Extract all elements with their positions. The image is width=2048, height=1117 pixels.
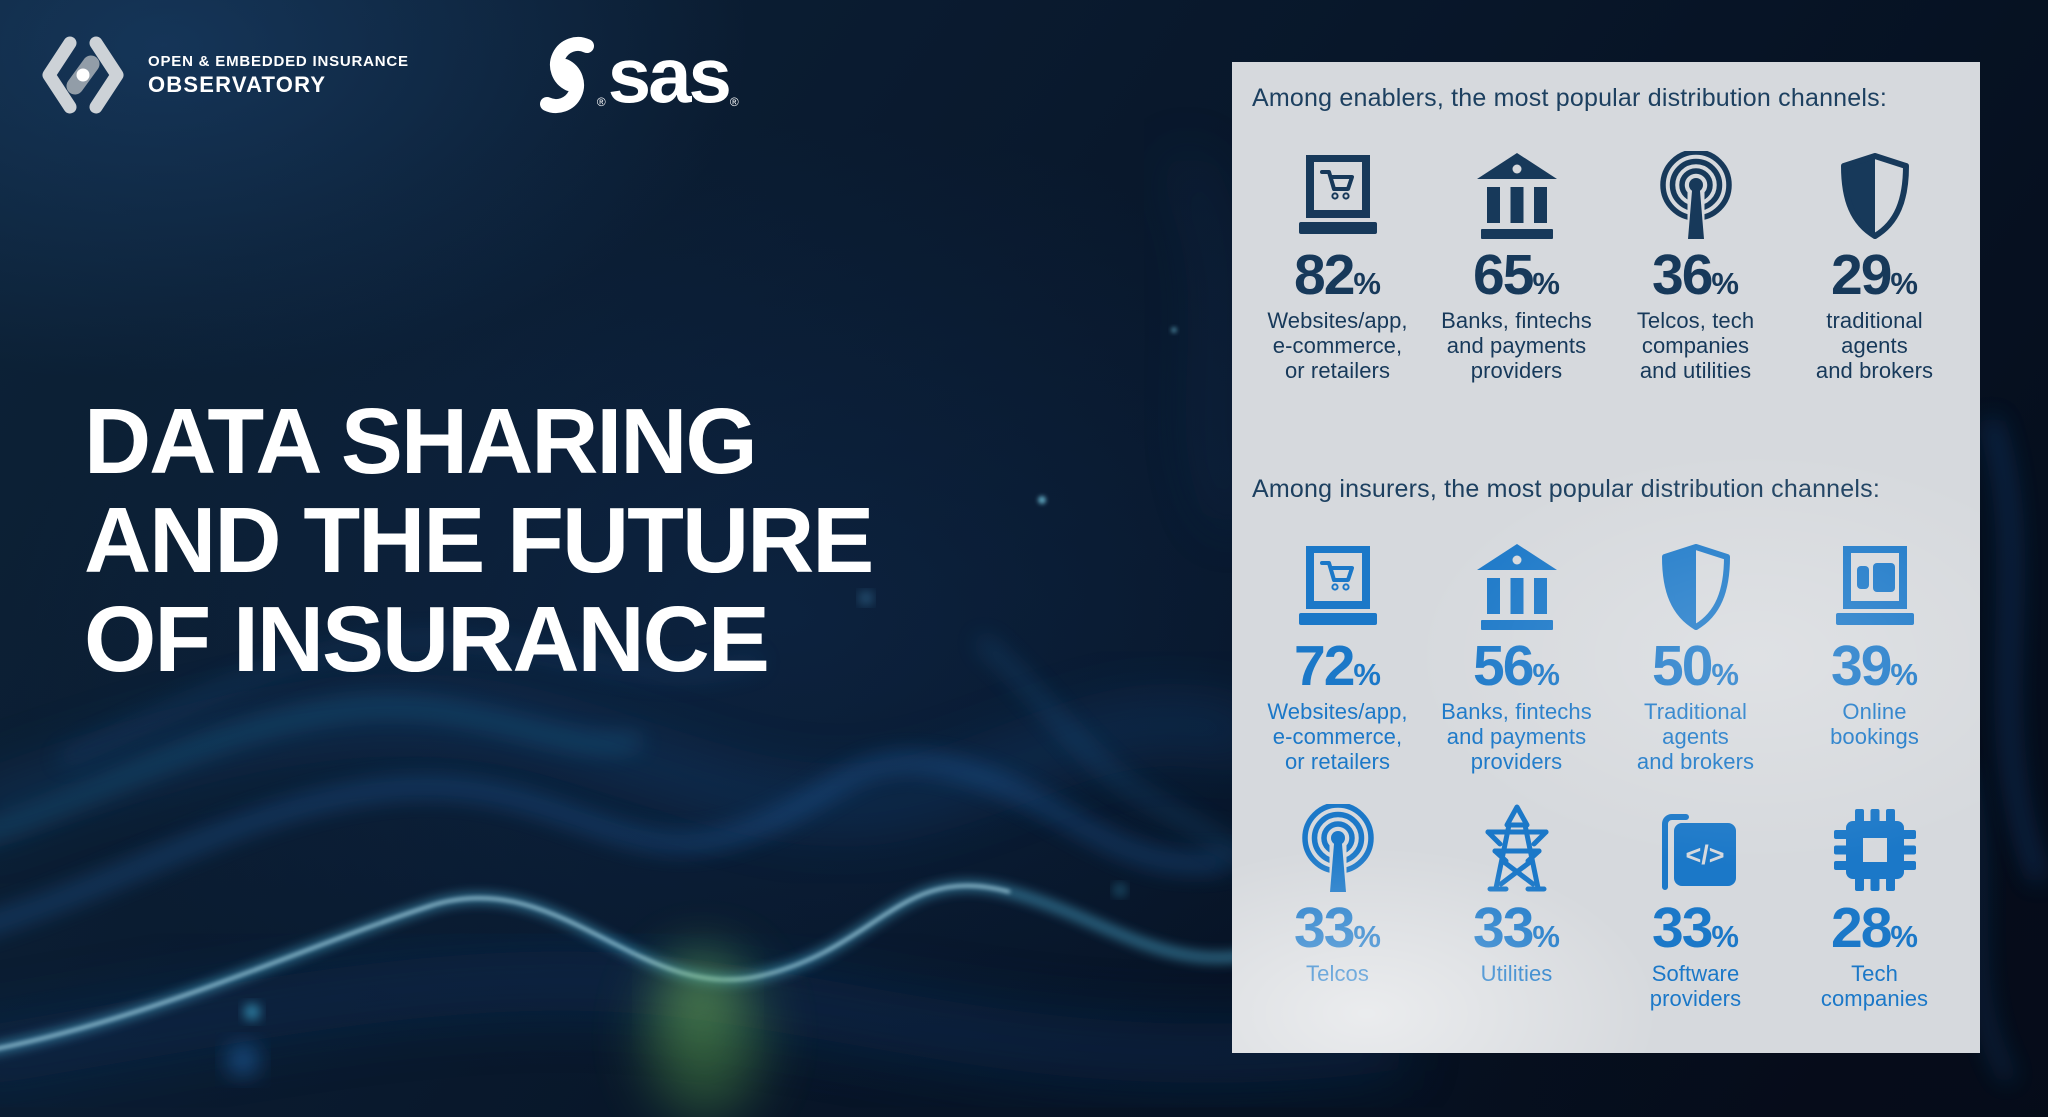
shield-icon: [1659, 544, 1733, 630]
stat-software-providers: 33% Software providers: [1606, 800, 1785, 1011]
percent-sign: %: [1353, 266, 1381, 301]
stat-label: Tech companies: [1820, 961, 1929, 1011]
bank-icon: [1477, 544, 1557, 630]
observatory-wordmark: OPEN & EMBEDDED INSURANCE OBSERVATORY: [148, 53, 409, 98]
sas-logo: ® sas ®: [529, 35, 739, 115]
title-line-2: AND THE FUTURE: [84, 488, 874, 592]
insurers-stats-row-2: 33% Telcos 33% Utilities 33% Software pr…: [1248, 800, 1964, 1011]
stat-utilities: 33% Utilities: [1427, 800, 1606, 1011]
stat-label: Telcos, tech companies and utilities: [1636, 308, 1755, 383]
antenna-icon: [1654, 151, 1738, 239]
enablers-stats-row: 82% Websites/app, e-commerce, or retaile…: [1248, 147, 1964, 383]
stat-banks-insurers: 56% Banks, fintechs and payments provide…: [1427, 538, 1606, 774]
stat-label: traditional agents and brokers: [1815, 308, 1934, 383]
percent-sign: %: [1890, 657, 1918, 692]
sas-registered-mark: ®: [729, 95, 739, 109]
chip-icon: [1833, 808, 1917, 892]
stat-agents-enablers: 29% traditional agents and brokers: [1785, 147, 1964, 383]
enablers-section: Among enablers, the most popular distrib…: [1248, 84, 1964, 383]
stat-value: 29: [1831, 243, 1892, 307]
stat-value: 65: [1473, 243, 1534, 307]
percent-sign: %: [1711, 657, 1739, 692]
stat-telcos-insurers: 33% Telcos: [1248, 800, 1427, 1011]
stat-agents-insurers: 50% Traditional agents and brokers: [1606, 538, 1785, 774]
percent-sign: %: [1532, 266, 1560, 301]
stat-banks-enablers: 65% Banks, fintechs and payments provide…: [1427, 147, 1606, 383]
folder-code-icon: [1650, 812, 1742, 892]
stat-value: 36: [1652, 243, 1713, 307]
percent-sign: %: [1353, 919, 1381, 954]
stat-telcos-enablers: 36% Telcos, tech companies and utilities: [1606, 147, 1785, 383]
title-line-1: DATA SHARING: [84, 389, 758, 493]
insurers-section-header: Among insurers, the most popular distrib…: [1252, 475, 1880, 503]
laptop-cart-icon: [1290, 546, 1386, 630]
stat-label: Banks, fintechs and payments providers: [1441, 308, 1592, 383]
stats-panel: Among enablers, the most popular distrib…: [1232, 62, 1980, 1053]
stat-value: 72: [1294, 634, 1355, 698]
power-tower-icon: [1473, 804, 1561, 892]
stat-label: Utilities: [1480, 961, 1553, 986]
observatory-line2: OBSERVATORY: [148, 71, 327, 97]
enablers-section-header: Among enablers, the most popular distrib…: [1252, 84, 1887, 112]
title-line-3: OF INSURANCE: [84, 587, 770, 691]
stat-value: 28: [1831, 896, 1892, 960]
stat-label: Online bookings: [1830, 699, 1919, 749]
stat-websites-insurers: 72% Websites/app, e-commerce, or retaile…: [1248, 538, 1427, 774]
percent-sign: %: [1532, 657, 1560, 692]
sas-swoosh-registered-mark: ®: [596, 95, 606, 109]
stat-label: Websites/app, e-commerce, or retailers: [1267, 699, 1408, 774]
percent-sign: %: [1890, 266, 1918, 301]
percent-sign: %: [1711, 919, 1739, 954]
percent-sign: %: [1532, 919, 1560, 954]
stat-label: Banks, fintechs and payments providers: [1441, 699, 1592, 774]
shield-icon: [1838, 153, 1912, 239]
percent-sign: %: [1890, 919, 1918, 954]
stat-value: 33: [1473, 896, 1534, 960]
brand-bar: OPEN & EMBEDDED INSURANCE OBSERVATORY ® …: [40, 34, 739, 116]
stat-value: 50: [1652, 634, 1713, 698]
sas-wordmark: sas: [607, 31, 732, 119]
page-title: DATA SHARING AND THE FUTURE OF INSURANCE: [84, 389, 874, 691]
percent-sign: %: [1711, 266, 1739, 301]
insurers-stats-row-1: 72% Websites/app, e-commerce, or retaile…: [1248, 538, 1964, 774]
stat-value: 33: [1652, 896, 1713, 960]
stat-online-bookings: 39% Online bookings: [1785, 538, 1964, 774]
observatory-brackets-icon: [42, 36, 124, 114]
observatory-line1: OPEN & EMBEDDED INSURANCE: [148, 52, 409, 70]
stat-label: Websites/app, e-commerce, or retailers: [1267, 308, 1408, 383]
stat-label: Software providers: [1649, 961, 1742, 1011]
bank-icon: [1477, 153, 1557, 239]
laptop-cart-icon: [1290, 155, 1386, 239]
stat-tech-companies: 28% Tech companies: [1785, 800, 1964, 1011]
insurers-section: Among insurers, the most popular distrib…: [1248, 475, 1964, 1011]
stat-value: 33: [1294, 896, 1355, 960]
percent-sign: %: [1353, 657, 1381, 692]
stat-value: 56: [1473, 634, 1534, 698]
stat-label: Telcos: [1306, 961, 1369, 986]
stat-value: 39: [1831, 634, 1892, 698]
stat-value: 82: [1294, 243, 1355, 307]
stat-label: Traditional agents and brokers: [1636, 699, 1755, 774]
stat-websites-enablers: 82% Websites/app, e-commerce, or retaile…: [1248, 147, 1427, 383]
observatory-logo: OPEN & EMBEDDED INSURANCE OBSERVATORY: [40, 34, 409, 116]
antenna-icon: [1296, 804, 1380, 892]
sas-swoosh-icon: [539, 37, 594, 113]
laptop-ticket-icon: [1827, 546, 1923, 630]
